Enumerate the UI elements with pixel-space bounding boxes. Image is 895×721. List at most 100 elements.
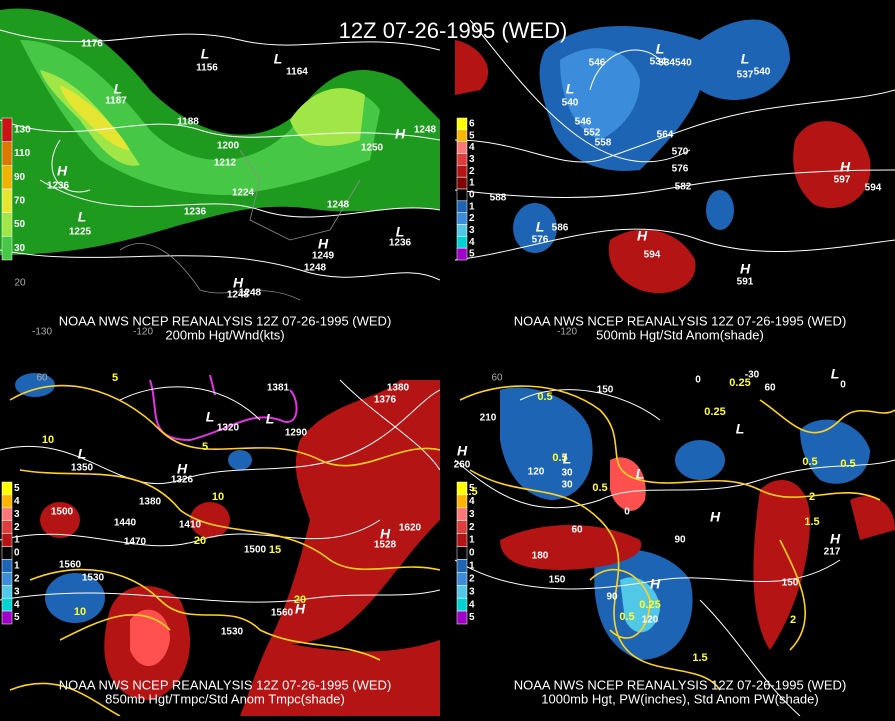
colorbar-label: 3 [469, 154, 475, 165]
colorbar-label: 50 [14, 219, 26, 230]
colorbar-cell [456, 165, 468, 178]
colorbar-label: 4 [469, 237, 475, 248]
pw-label: 20 [294, 594, 306, 606]
contour-label: 1225 [69, 227, 92, 238]
contour-label: 1236 [389, 238, 412, 249]
contour-label: 1500 [51, 507, 74, 518]
contour-label: 540 [562, 98, 579, 109]
panel-subtitle: 1000mb Hgt, PW(inches), Std Anom PW(shad… [541, 691, 818, 706]
contour-label: 90 [606, 592, 618, 603]
contour-label: 1236 [47, 181, 70, 192]
colorbar-label: 0 [469, 190, 475, 201]
pressure-center: L [114, 81, 123, 97]
colorbar-label: 30 [14, 243, 26, 254]
colorbar-label: 0 [14, 548, 20, 559]
pressure-center: L [831, 366, 840, 382]
colorbar-cell [1, 236, 13, 261]
pressure-center: L [741, 51, 750, 67]
contour-label: 1212 [214, 158, 237, 169]
pw-label: 10 [42, 434, 54, 446]
contour [0, 29, 440, 281]
colorbar-cell [1, 481, 13, 496]
wind-shade [0, 8, 440, 256]
contour-label: 576 [672, 164, 689, 175]
anom-shade [675, 440, 725, 480]
pressure-center: L [201, 46, 210, 62]
pw-label: 5 [112, 372, 118, 384]
contour-label: 0 [624, 507, 630, 518]
contour-label: 1350 [71, 463, 94, 474]
contour-label: 217 [824, 547, 841, 558]
anom-shade [608, 229, 696, 294]
pw-label: 1.5 [804, 516, 819, 528]
colorbar-label: 2 [14, 573, 20, 584]
axis-label: -120 [133, 327, 153, 338]
colorbar-cell [456, 200, 468, 213]
anom-shade [130, 609, 170, 667]
colorbar-cell [456, 236, 468, 249]
contour-label: 1248 [227, 290, 250, 301]
colorbar-cell [456, 224, 468, 237]
colorbar-label: 130 [14, 124, 31, 135]
contour-label: 1326 [171, 475, 194, 486]
pressure-center: L [536, 219, 545, 235]
colorbar-label: 3 [14, 586, 20, 597]
colorbar-label: 110 [14, 148, 31, 159]
pw-label: 0.25 [639, 599, 660, 611]
colorbar-cell [456, 585, 468, 599]
pw-label: 0.25 [704, 406, 725, 418]
colorbar-label: 5 [14, 483, 20, 494]
panel-source: NOAA NWS NCEP REANALYSIS 12Z 07-26-1995 … [59, 313, 392, 328]
anom-shade [610, 457, 646, 511]
colorbar-label: 2 [469, 573, 475, 584]
colorbar-label: 5 [469, 483, 475, 494]
colorbar-label: 3 [469, 225, 475, 236]
colorbar-label: 4 [469, 496, 475, 507]
colorbar-label: 4 [14, 496, 20, 507]
colorbar-label: 2 [14, 522, 20, 533]
contour-label: 564 [657, 130, 674, 141]
main-title: 12Z 07-26-1995 (WED) [339, 18, 568, 43]
axis-label: -120 [557, 327, 577, 338]
anom-shade [240, 640, 440, 716]
contour-label: 1560 [59, 560, 82, 571]
contour-label: 150 [782, 578, 799, 589]
colorbar-cell [456, 533, 468, 547]
contour-label: 1376 [374, 395, 397, 406]
contour-label: 1380 [387, 383, 410, 394]
anom-shade [45, 573, 105, 623]
contour-label: 60 [764, 383, 776, 394]
contour-label: 1224 [232, 188, 255, 199]
axis-label: 60 [36, 373, 48, 384]
pw-label: 10 [74, 606, 86, 618]
pw-label: 0.5 [619, 611, 634, 623]
pressure-center: H [830, 531, 841, 547]
pressure-center: L [656, 41, 665, 57]
pw-label: 0.5 [802, 456, 817, 468]
anom-shade [793, 121, 871, 208]
pressure-center: L [78, 446, 87, 462]
pressure-center: L [274, 51, 283, 67]
contour-label: 1381 [267, 383, 290, 394]
panel-850mb [0, 373, 440, 716]
contour-label: 1187 [105, 96, 127, 107]
contour-label: 120 [528, 467, 545, 478]
contour-label: 588 [490, 193, 507, 204]
contour-label: 534540 [658, 58, 692, 69]
contour-label: 1560 [271, 608, 294, 619]
pressure-center: H [840, 159, 851, 175]
contour-label: 90 [674, 535, 686, 546]
pw-label: 0.5 [840, 458, 855, 470]
pw-label: 20 [194, 535, 206, 547]
colorbar-cell [456, 597, 468, 612]
colorbar-cell [1, 559, 13, 573]
pw-label: 0.5 [592, 482, 607, 494]
colorbar-label: 2 [469, 213, 475, 224]
colorbar-cell [1, 141, 13, 166]
colorbar-cell [1, 165, 13, 190]
contour-label: 210 [480, 413, 497, 424]
contour-label: 150 [597, 385, 614, 396]
pressure-center: H [295, 601, 306, 617]
